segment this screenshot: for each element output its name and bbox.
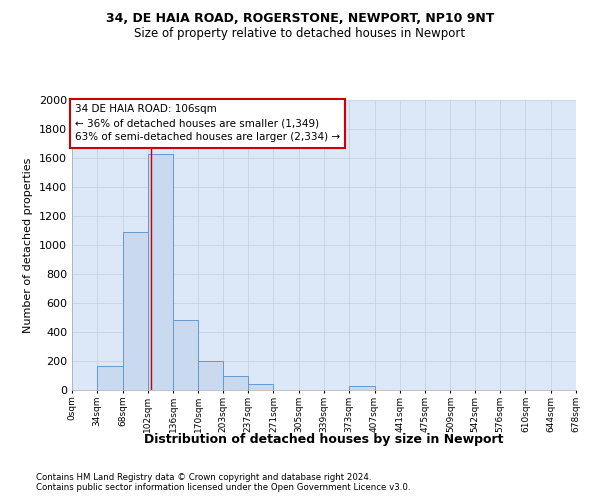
Text: 34, DE HAIA ROAD, ROGERSTONE, NEWPORT, NP10 9NT: 34, DE HAIA ROAD, ROGERSTONE, NEWPORT, N… [106,12,494,26]
Bar [248,384,274,390]
Text: Contains HM Land Registry data © Crown copyright and database right 2024.: Contains HM Land Registry data © Crown c… [36,472,371,482]
Bar [173,320,199,390]
Text: Distribution of detached houses by size in Newport: Distribution of detached houses by size … [144,432,504,446]
Bar [97,366,122,390]
Bar [148,154,173,390]
Bar [223,376,248,390]
Text: Contains public sector information licensed under the Open Government Licence v3: Contains public sector information licen… [36,484,410,492]
Bar [349,386,374,390]
Bar [199,361,223,390]
Y-axis label: Number of detached properties: Number of detached properties [23,158,34,332]
Bar [122,232,148,390]
Text: Size of property relative to detached houses in Newport: Size of property relative to detached ho… [134,28,466,40]
Text: 34 DE HAIA ROAD: 106sqm
← 36% of detached houses are smaller (1,349)
63% of semi: 34 DE HAIA ROAD: 106sqm ← 36% of detache… [75,104,340,142]
